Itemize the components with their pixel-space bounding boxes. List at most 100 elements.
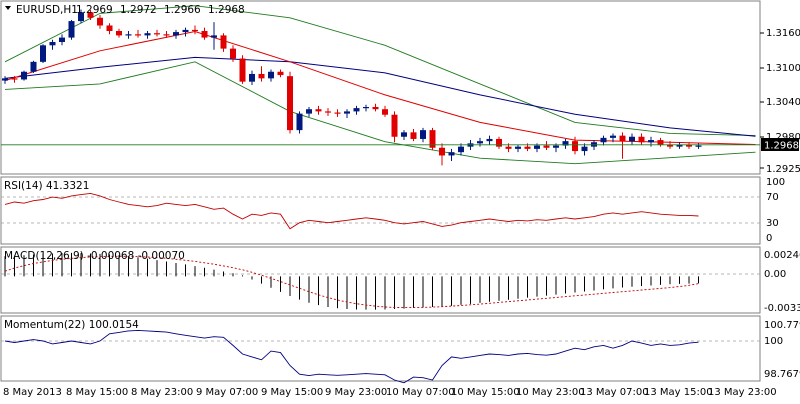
candle-body [59, 37, 65, 43]
candle-body [486, 138, 493, 142]
time-label: 9 May 23:00 [325, 387, 387, 398]
rsi-label: RSI(14) 41.3321 [4, 180, 89, 192]
moving-average-slow [4, 56, 756, 137]
ohlc-high: 1.2972 [120, 4, 157, 16]
momentum-line [4, 329, 699, 384]
macd-tick-zero: 0.00 [764, 269, 786, 280]
bollinger-lower-line [4, 61, 756, 165]
candle-body [629, 136, 635, 142]
time-label: 13 May 15:00 [644, 387, 713, 398]
candle-body [30, 61, 37, 72]
candle-body [220, 35, 227, 49]
candle-body [543, 145, 550, 148]
price-tick-label: 1.3040 [766, 97, 800, 108]
candle-body [477, 141, 483, 144]
candle-body [40, 45, 46, 62]
candle-body [676, 144, 683, 147]
price-tick-label: 1.2980 [766, 132, 800, 143]
candle-body [78, 12, 84, 22]
candle-body [249, 73, 255, 82]
candle-body [505, 146, 512, 149]
current-price-box [761, 138, 799, 151]
candle-body [344, 111, 350, 114]
symbol-dropdown-icon[interactable] [5, 6, 11, 10]
candle-body [372, 107, 379, 110]
candle-body [173, 32, 179, 36]
rsi-level-label-30: 30 [766, 218, 779, 229]
candle-body [49, 42, 56, 46]
candle-body [97, 17, 103, 26]
candle-body [638, 136, 645, 143]
candle-body [116, 30, 122, 36]
candle-body [667, 144, 673, 147]
candle-body [87, 12, 94, 18]
candle-body [496, 138, 502, 147]
candle-body [524, 146, 531, 149]
candle-body [296, 113, 303, 131]
candle-body [230, 48, 236, 59]
price-pane: EURUSD,H1 1.2969 1.2972 1.2966 1.2968 1.… [0, 0, 800, 175]
momentum-tick-mid: 100 [764, 336, 783, 347]
rsi-level-label-70: 70 [766, 192, 779, 203]
candle-body [610, 135, 616, 138]
candle-body [21, 71, 27, 80]
candle-body [68, 21, 75, 38]
ohlc-open: 1.2969 [76, 4, 113, 16]
candle-body [619, 135, 626, 142]
candle-body [144, 33, 151, 36]
candle-body [2, 78, 8, 81]
rsi-pane: RSI(14) 41.3321 100 70 30 0 [0, 176, 785, 245]
symbol-label: EURUSD,H1 [16, 4, 78, 16]
price-series-group [2, 5, 756, 166]
candle-body [182, 29, 189, 33]
candle-body [287, 76, 293, 131]
candle-body [106, 25, 113, 31]
candle-body [363, 107, 369, 109]
candle-body [410, 132, 417, 139]
time-label: 8 May 15:00 [66, 387, 128, 398]
time-label: 9 May 15:00 [261, 387, 323, 398]
time-axis: 8 May 2013 8 May 15:00 8 May 23:00 9 May… [3, 387, 777, 398]
rsi-level-label-100: 100 [766, 177, 785, 188]
time-label: 8 May 2013 [3, 387, 62, 398]
macd-tick-bottom: -0.00335 [764, 303, 800, 314]
macd-signal-line [4, 255, 699, 309]
candle-body [325, 111, 331, 113]
price-pane-frame [0, 0, 761, 175]
candle-body [334, 112, 341, 114]
candle-body [420, 130, 426, 139]
rsi-line [4, 192, 699, 230]
candle-body [448, 152, 455, 156]
candle-body [382, 109, 388, 115]
candle-body [429, 130, 436, 148]
candle-body [277, 71, 284, 76]
time-label: 13 May 07:00 [580, 387, 649, 398]
candle-body [154, 33, 160, 35]
price-tick-label: 1.3160 [766, 28, 800, 39]
current-price-label: 1.2968 [764, 141, 799, 152]
macd-label: MACD(12,26,9) -0.00068 -0.00070 [4, 250, 185, 262]
time-label: 13 May 23:00 [708, 387, 777, 398]
candle-body [353, 108, 360, 112]
candle-body [439, 147, 445, 156]
candle-body [600, 137, 607, 143]
macd-pane: MACD(12,26,9) -0.00068 -0.00070 0.00246 … [0, 246, 800, 314]
price-tick-label: 1.2925 [766, 164, 800, 175]
rsi-level-label-0: 0 [766, 233, 772, 244]
candle-body [201, 30, 208, 38]
momentum-tick-top: 100.7794 [764, 320, 800, 331]
price-tick-label: 1.3100 [766, 63, 800, 74]
candle-body [192, 29, 198, 32]
ohlc-low: 1.2966 [164, 4, 201, 16]
candle-body [306, 109, 312, 114]
candle-body [572, 141, 578, 152]
candle-body [258, 73, 265, 79]
price-axis: 1.3160 1.3100 1.3040 1.2980 1.2925 1.296… [760, 28, 800, 175]
time-label: 10 May 15:00 [451, 387, 520, 398]
candle-body [239, 58, 246, 82]
candle-body [695, 145, 702, 147]
moving-average-fast [4, 30, 756, 145]
candle-body [135, 34, 141, 36]
bollinger-upper-line [4, 5, 756, 137]
